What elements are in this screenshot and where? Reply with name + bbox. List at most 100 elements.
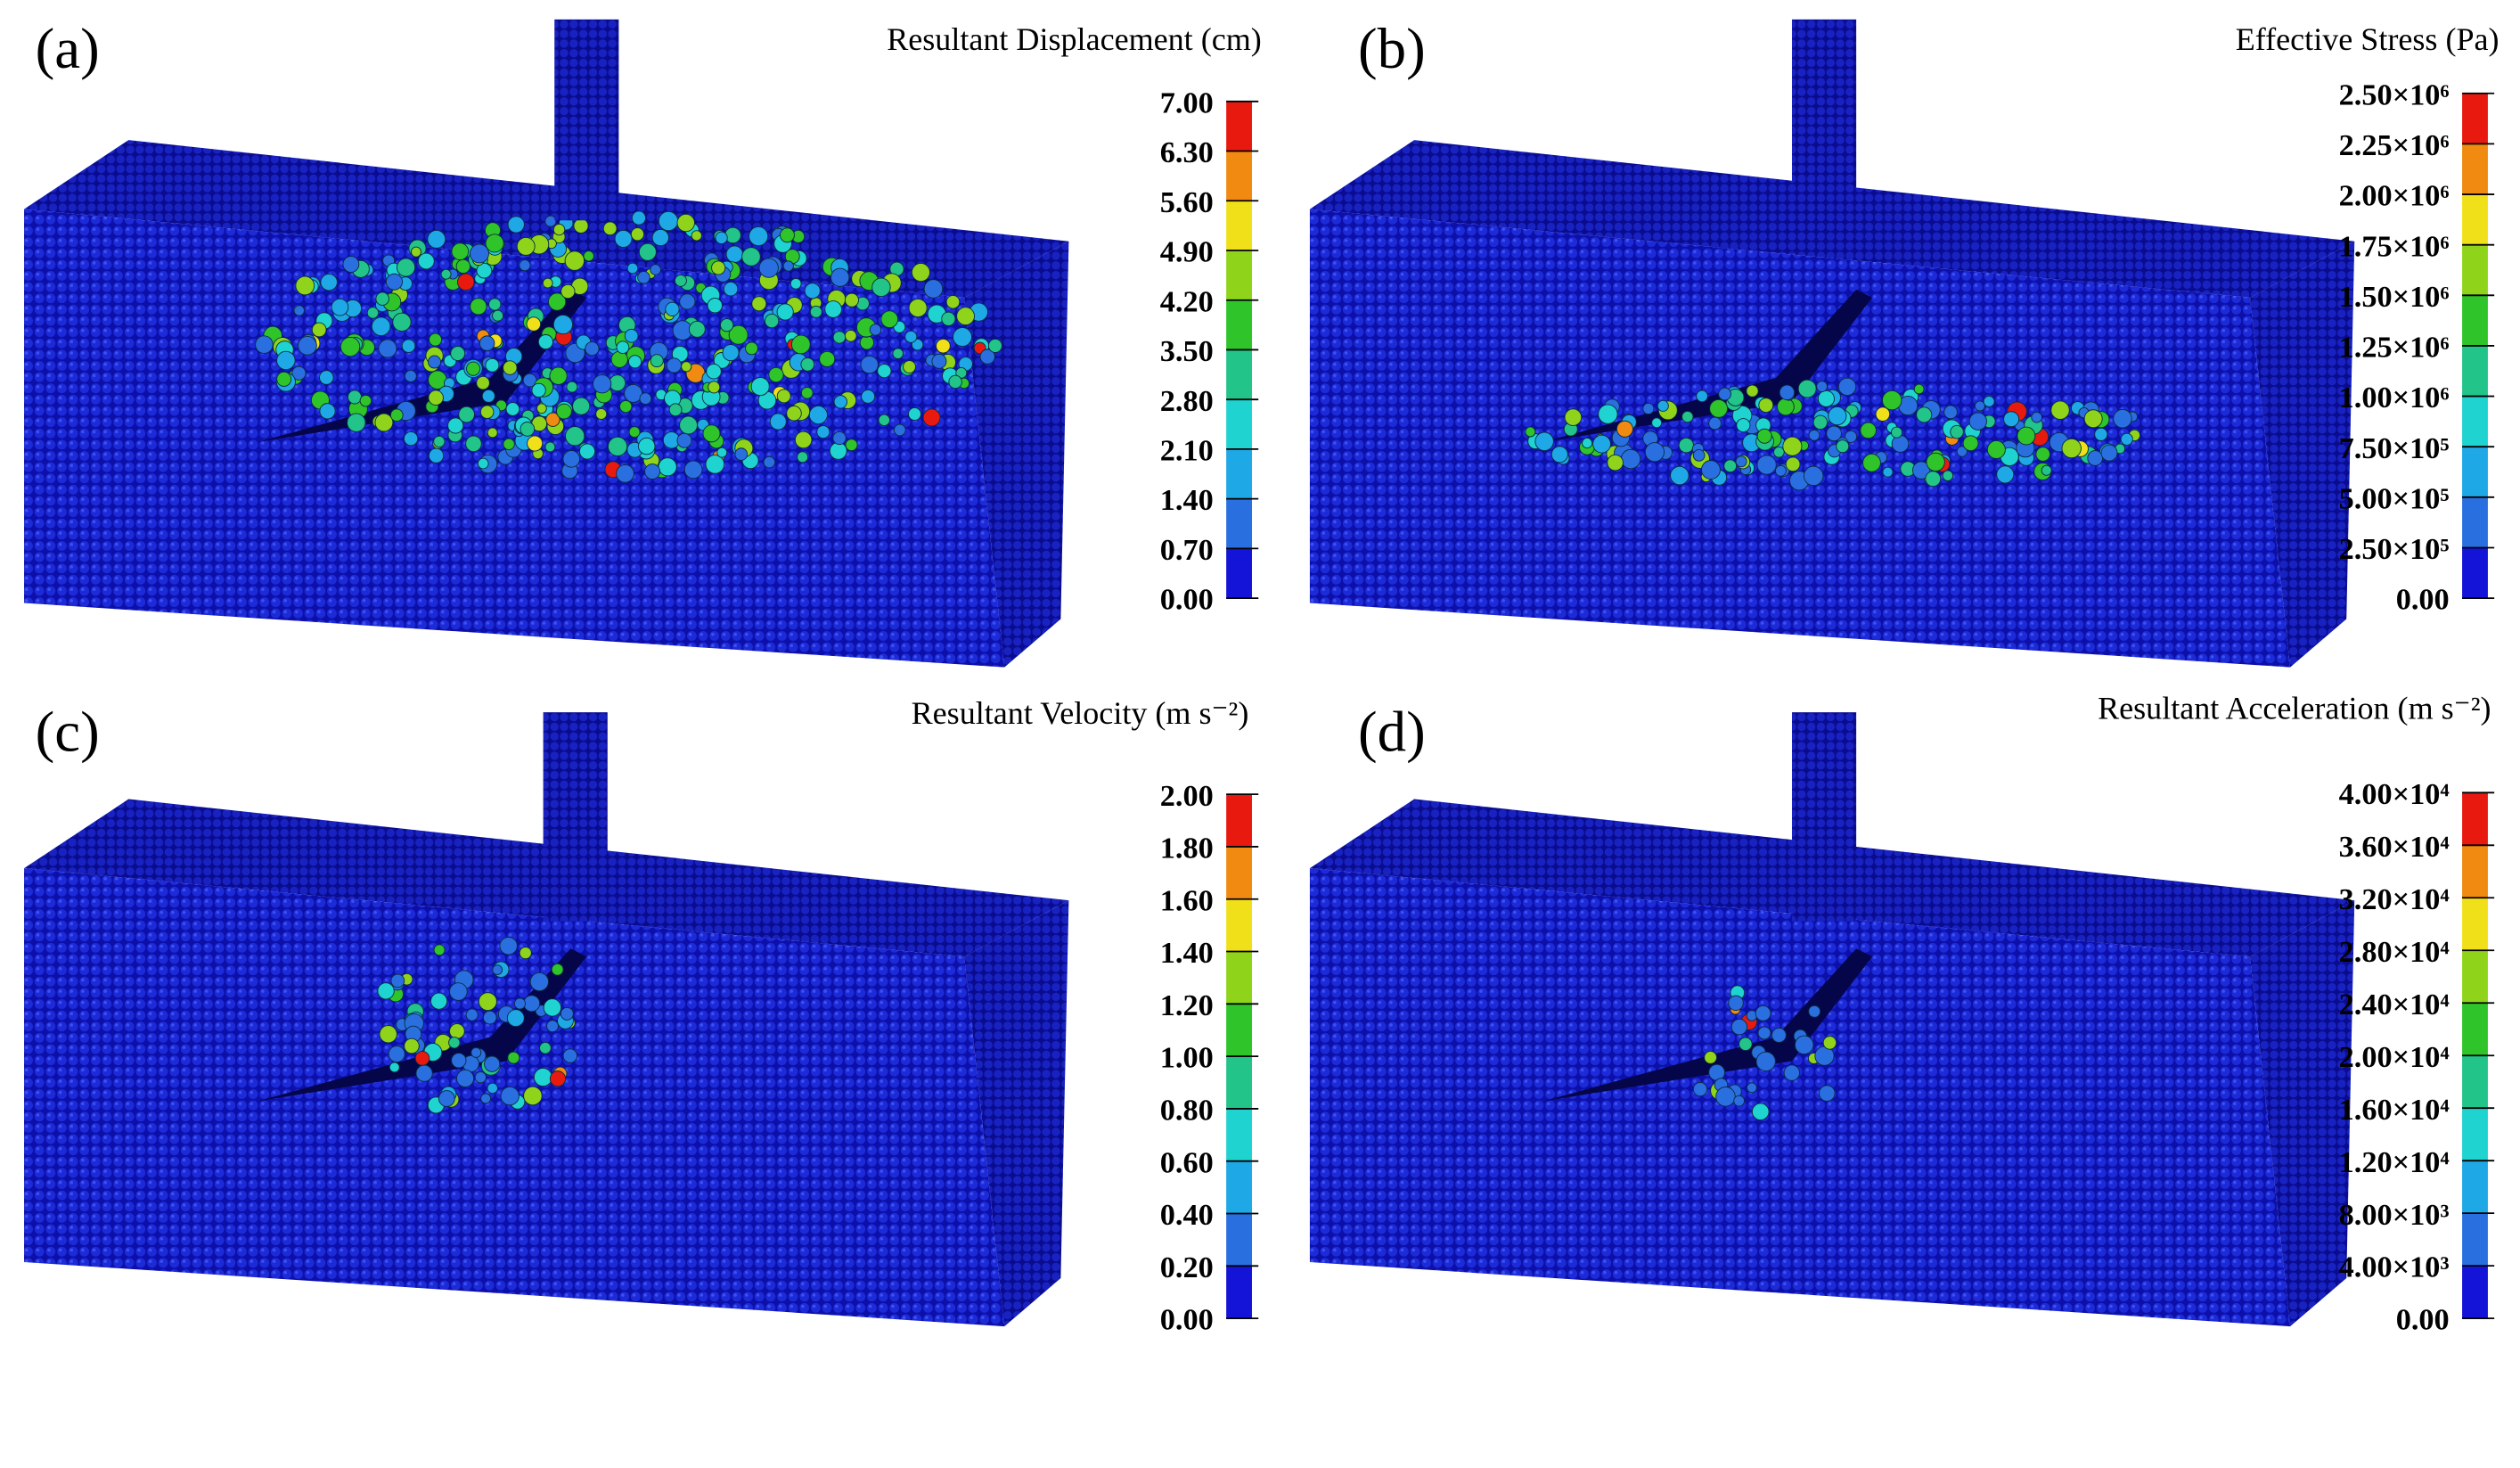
particle bbox=[447, 417, 464, 434]
particle bbox=[583, 250, 594, 262]
colorbar-label: 2.80 bbox=[1160, 384, 1214, 418]
colorbar-segment bbox=[2462, 144, 2488, 195]
particle bbox=[715, 231, 728, 245]
particle bbox=[1950, 424, 1964, 439]
particle bbox=[741, 247, 761, 267]
particle bbox=[830, 267, 850, 287]
particle bbox=[1875, 406, 1891, 422]
colorbar-segment bbox=[2462, 1213, 2488, 1267]
particle bbox=[449, 1023, 465, 1039]
particle bbox=[816, 425, 830, 439]
particle bbox=[1837, 377, 1857, 397]
colorbar-segment bbox=[2462, 1108, 2488, 1162]
particle bbox=[529, 972, 549, 992]
colorbar-label: 3.50 bbox=[1160, 334, 1214, 368]
particle bbox=[366, 307, 380, 319]
particle bbox=[1819, 1085, 1836, 1102]
particle bbox=[539, 1041, 552, 1054]
block-side bbox=[2250, 900, 2355, 1327]
particle bbox=[507, 1051, 520, 1064]
colorbar-label: 4.00×10⁴ bbox=[2339, 777, 2450, 811]
particle bbox=[319, 403, 336, 420]
particle bbox=[1942, 470, 1954, 481]
panel-label: (c) bbox=[36, 700, 100, 764]
particle bbox=[956, 307, 975, 326]
particle bbox=[2087, 450, 2103, 466]
particle bbox=[320, 273, 338, 291]
colorbar-segment bbox=[2462, 244, 2488, 297]
particle bbox=[794, 431, 813, 449]
colorbar-label: 7.00 bbox=[1160, 86, 1214, 119]
colorbar-label: 1.50×10⁶ bbox=[2339, 280, 2450, 314]
particle bbox=[763, 455, 776, 469]
particle bbox=[707, 298, 723, 314]
particle bbox=[536, 403, 547, 414]
crack bbox=[1542, 289, 1873, 443]
particle bbox=[624, 383, 643, 403]
particle bbox=[1525, 426, 1536, 438]
colorbar-segment bbox=[2462, 496, 2488, 549]
particle bbox=[768, 366, 784, 383]
particle bbox=[470, 298, 487, 316]
particle bbox=[1755, 1005, 1771, 1021]
colorbar-label: 2.40×10⁴ bbox=[2339, 988, 2450, 1021]
particle bbox=[706, 364, 722, 380]
particle bbox=[723, 281, 739, 297]
block-front bbox=[1309, 209, 2291, 668]
particle bbox=[859, 335, 874, 350]
particle bbox=[907, 407, 921, 421]
particle bbox=[564, 250, 585, 271]
particle bbox=[433, 944, 446, 956]
particle bbox=[638, 437, 656, 455]
particle bbox=[878, 414, 890, 426]
particle bbox=[293, 305, 305, 316]
particle bbox=[724, 226, 741, 244]
colorbar-segment bbox=[1226, 1056, 1252, 1110]
particle bbox=[428, 447, 445, 463]
particle bbox=[797, 451, 809, 463]
particle bbox=[650, 264, 661, 275]
colorbar-segment bbox=[1226, 898, 1252, 953]
particle bbox=[348, 390, 362, 405]
particle bbox=[908, 298, 928, 318]
particle bbox=[734, 447, 749, 461]
pipe bbox=[543, 712, 608, 922]
particle bbox=[871, 277, 891, 298]
particle bbox=[405, 370, 417, 382]
particle bbox=[410, 246, 421, 258]
particle bbox=[953, 327, 972, 348]
colorbar-segment bbox=[1226, 498, 1252, 550]
colorbar-title: Resultant Velocity (m s⁻²) bbox=[912, 695, 1249, 731]
particle bbox=[790, 334, 811, 355]
colorbar-label: 1.40 bbox=[1160, 936, 1214, 970]
particle bbox=[1642, 403, 1655, 415]
pipe bbox=[1791, 712, 1857, 922]
particle bbox=[2113, 408, 2132, 429]
particle bbox=[2031, 411, 2042, 423]
particle bbox=[679, 415, 698, 435]
particle bbox=[1736, 418, 1751, 433]
particle bbox=[487, 427, 498, 439]
particle bbox=[800, 387, 814, 399]
particle bbox=[650, 354, 664, 368]
particle bbox=[786, 406, 802, 422]
colorbar-label: 2.25×10⁶ bbox=[2339, 128, 2450, 162]
particle bbox=[537, 334, 553, 350]
particle bbox=[1756, 455, 1777, 475]
particle bbox=[1860, 422, 1877, 439]
particle bbox=[551, 963, 564, 976]
particle bbox=[725, 245, 744, 263]
particle bbox=[1730, 1018, 1748, 1036]
particle bbox=[403, 431, 419, 447]
particle bbox=[691, 230, 702, 242]
colorbar-label: 5.00×10⁵ bbox=[2339, 481, 2450, 515]
particle bbox=[711, 260, 726, 275]
particle bbox=[385, 273, 403, 291]
particle bbox=[1913, 383, 1925, 395]
colorbar-label: 0.00 bbox=[1160, 1303, 1214, 1337]
particle bbox=[401, 339, 416, 353]
particle bbox=[479, 335, 495, 351]
particle bbox=[1598, 404, 1618, 424]
pipe bbox=[554, 19, 619, 221]
